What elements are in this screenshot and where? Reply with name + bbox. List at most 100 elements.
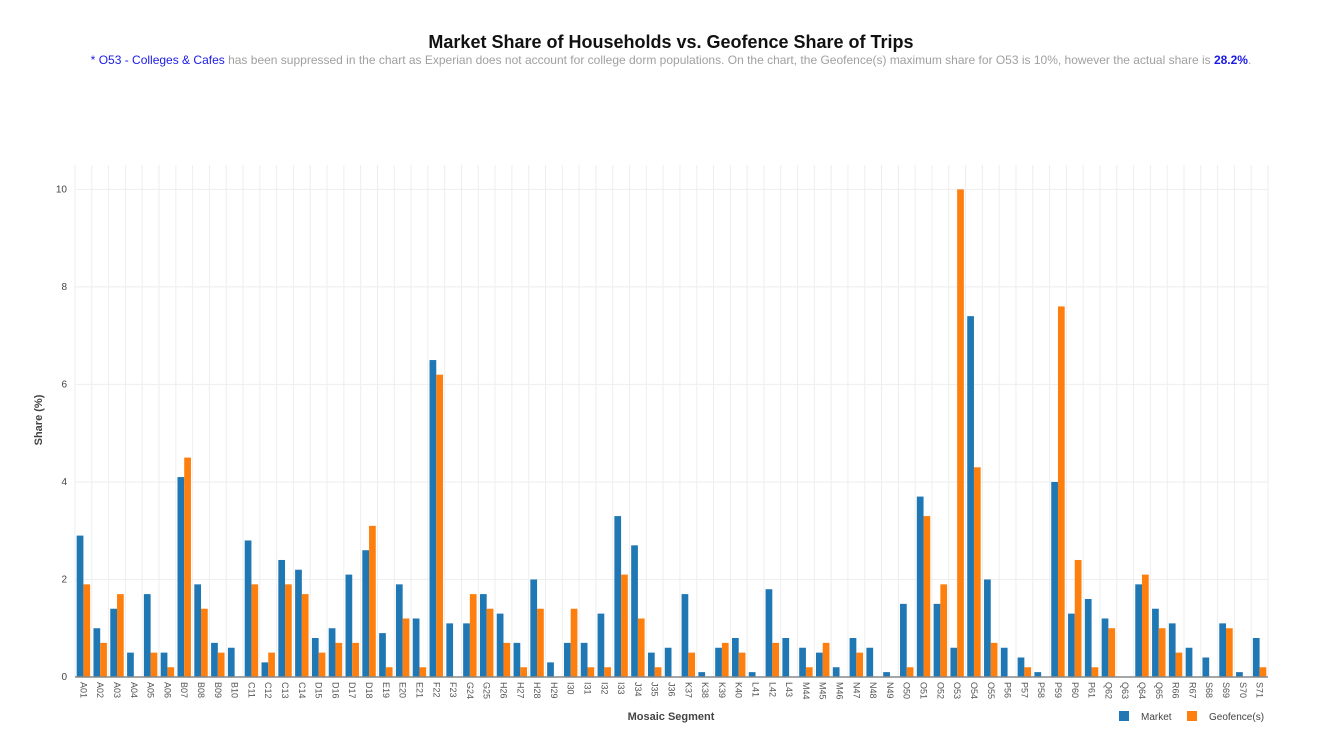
x-tick-label: K40 — [734, 682, 744, 698]
bar-market-S69 — [1219, 623, 1226, 677]
x-tick-label: O52 — [935, 682, 945, 699]
x-tick-label: H28 — [532, 682, 542, 699]
bar-market-A01 — [76, 535, 84, 677]
x-axis: A01 A02 A03 A04 A05 A06 B07 B08 B09 B10 C11 C12 C13 C… — [75, 676, 1268, 700]
bar-geofence-D16 — [335, 642, 343, 677]
x-tick-label: I33 — [616, 682, 626, 695]
x-tick-label: L43 — [784, 682, 794, 697]
bar-market-K39 — [715, 647, 722, 677]
bar-market-A02 — [93, 628, 101, 677]
x-tick-label: F22 — [431, 682, 441, 698]
bar-market-Q65 — [1152, 608, 1159, 677]
bar-geofence-I30 — [570, 608, 578, 677]
bar-market-S68 — [1202, 657, 1210, 677]
bar-market-D15 — [311, 637, 319, 677]
x-tick-label: P60 — [1070, 682, 1080, 698]
x-tick-label: P57 — [1019, 682, 1029, 698]
x-tick-label: I30 — [566, 682, 576, 695]
x-tick-label: Q65 — [1154, 682, 1164, 699]
subtitle-prefix: * — [90, 53, 99, 67]
x-tick-label: D15 — [314, 682, 324, 699]
bar-market-O54 — [967, 316, 974, 677]
bar-market-R66 — [1168, 623, 1176, 677]
bar-market-I30 — [563, 642, 571, 677]
x-tick-label: N47 — [851, 682, 861, 699]
bar-market-P57 — [1017, 657, 1025, 677]
chart-title: Market Share of Households vs. Geofence … — [428, 32, 914, 52]
bar-geofence-A01 — [83, 584, 91, 677]
x-tick-label: P59 — [1053, 682, 1063, 698]
x-tick-label: A01 — [78, 682, 88, 698]
subtitle-value: 28.2% — [1213, 53, 1248, 67]
bar-market-J35 — [647, 652, 655, 677]
bar-geofence-D18 — [369, 525, 376, 677]
x-tick-label: A02 — [95, 682, 105, 698]
bar-market-P58 — [1034, 672, 1042, 677]
x-tick-label: N49 — [885, 682, 895, 699]
x-tick-label: S68 — [1204, 682, 1214, 698]
bar-market-N49 — [883, 672, 890, 677]
bar-geofence-K40 — [738, 652, 746, 677]
bar-geofence-I32 — [604, 667, 612, 677]
bar-geofence-A05 — [150, 652, 158, 677]
bar-geofence-O52 — [940, 584, 948, 677]
x-tick-label: O51 — [919, 682, 929, 699]
y-axis: 0 2 4 6 8 10 — [56, 184, 68, 683]
bar-geofence-K37 — [688, 652, 696, 677]
x-tick-label: A03 — [112, 682, 122, 698]
chart-subtitle: * O53 - Colleges & Cafes has been suppre… — [0, 53, 1317, 67]
bar-market-M46 — [832, 667, 840, 677]
bar-market-A05 — [143, 594, 151, 677]
subtitle-text: has been suppressed in the chart as Expe… — [224, 53, 1214, 67]
y-tick-label: 8 — [61, 282, 67, 293]
bar-geofence-G25 — [486, 608, 494, 677]
x-tick-label: K37 — [683, 682, 693, 698]
bar-geofence-E21 — [419, 667, 427, 677]
bar-market-P60 — [1068, 613, 1075, 677]
bar-market-G25 — [479, 594, 487, 677]
x-tick-label: O54 — [969, 682, 979, 699]
bar-market-E20 — [395, 584, 403, 677]
x-tick-label: K39 — [717, 682, 727, 698]
x-tick-label: S70 — [1238, 682, 1248, 698]
bar-geofence-S69 — [1225, 628, 1233, 677]
bar-geofence-F22 — [436, 374, 443, 677]
bar-geofence-R66 — [1175, 652, 1183, 677]
bar-market-E19 — [379, 633, 386, 677]
bar-geofence-O51 — [923, 516, 931, 677]
x-tick-label: B07 — [179, 682, 189, 698]
bar-market-C11 — [244, 540, 252, 677]
x-tick-label: A05 — [146, 682, 156, 698]
bar-market-B08 — [194, 584, 202, 677]
bar-geofence-Q65 — [1158, 628, 1166, 677]
x-tick-label: I31 — [582, 682, 592, 695]
bar-market-N48 — [866, 647, 874, 677]
bar-market-A04 — [127, 652, 134, 677]
bar-market-D17 — [345, 574, 353, 677]
bar-geofence-E19 — [385, 667, 393, 677]
x-tick-label: Q62 — [1103, 682, 1113, 699]
bar-market-N47 — [849, 637, 857, 677]
bar-market-O53 — [950, 647, 958, 677]
bar-geofence-P61 — [1091, 667, 1099, 677]
x-tick-label: O50 — [902, 682, 912, 699]
x-tick-label: A06 — [162, 682, 172, 698]
x-tick-label: B08 — [196, 682, 206, 698]
bar-market-B10 — [227, 647, 235, 677]
x-tick-label: O53 — [952, 682, 962, 699]
bar-geofence-L42 — [772, 642, 780, 677]
bar-geofence-J35 — [654, 667, 662, 677]
bar-market-P59 — [1051, 481, 1058, 677]
x-tick-label: J36 — [667, 682, 677, 697]
y-tick-label: 2 — [61, 574, 67, 585]
bar-geofence-H28 — [537, 608, 544, 677]
bar-market-O55 — [984, 579, 991, 677]
bar-market-P61 — [1084, 598, 1092, 677]
bar-geofence-E20 — [402, 618, 410, 677]
bar-geofence-O50 — [906, 667, 914, 677]
bar-market-J36 — [664, 647, 672, 677]
legend-label-market: Market — [1141, 712, 1172, 723]
bars — [76, 189, 1267, 677]
bar-market-C14 — [295, 569, 302, 677]
bar-geofence-C12 — [268, 652, 275, 677]
